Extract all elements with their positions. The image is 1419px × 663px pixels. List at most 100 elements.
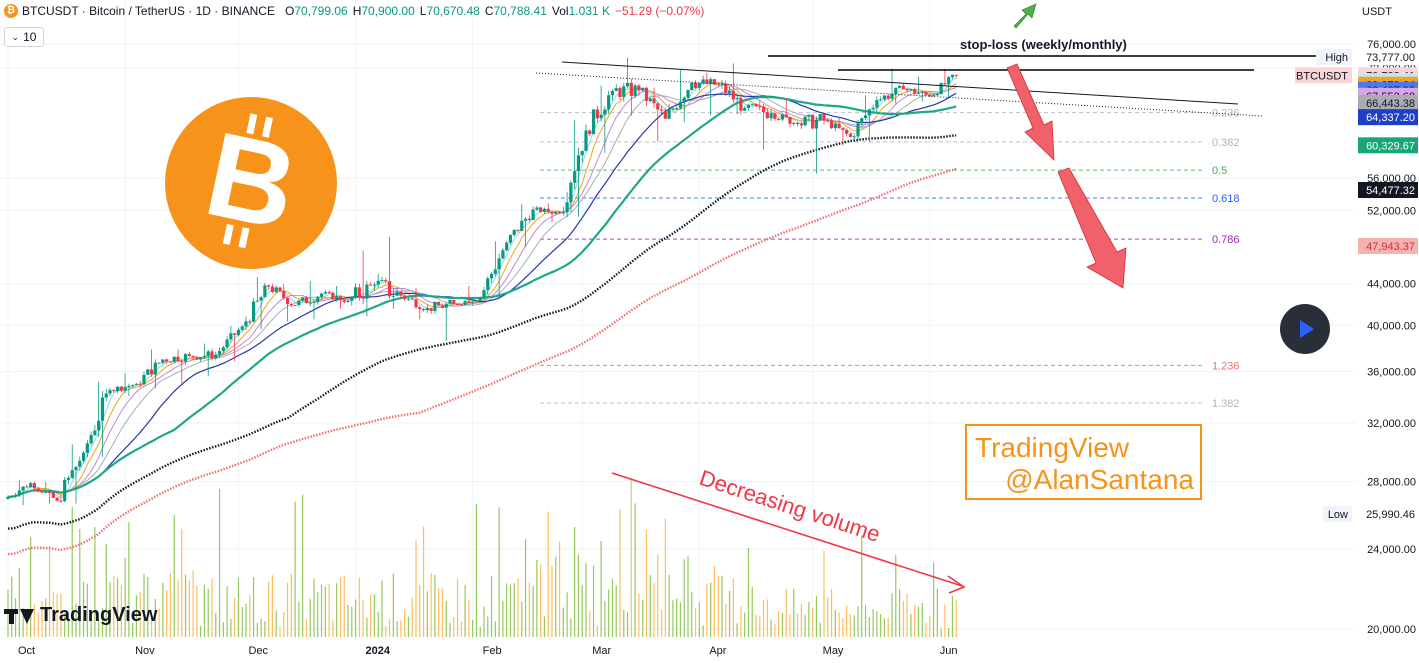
candle [648,97,652,103]
candle-body [943,83,947,85]
candle-body [758,106,762,108]
volume-bar [230,618,232,637]
volume-bar [67,620,70,637]
candle [444,302,448,342]
volume-bar [940,628,942,637]
candle-body [267,285,271,287]
candle [206,349,210,376]
time-axis[interactable]: Oct Nov Dec 2024 Feb Mar Apr May Jun [0,640,1419,663]
candle [788,116,792,128]
candle [225,336,229,350]
candle-body [867,109,871,116]
symbol-title[interactable]: BTCUSDT · Bitcoin / TetherUS · 1D · BINA… [22,4,275,18]
price-label: 66,443.38 [1358,95,1418,112]
volume-bar [411,597,413,637]
volume-bar [838,612,840,637]
candle [421,308,426,312]
time-tick-label: 2024 [366,645,391,657]
candle-body [648,98,652,102]
volume-bar [864,605,867,637]
candle-body [913,89,917,94]
price-label-bg [1358,137,1418,154]
candle-body [629,82,633,96]
candle-body [735,98,739,100]
currency-label[interactable]: USDT [1362,6,1392,18]
green-arrow-up-icon [1013,3,1037,29]
candle [497,253,501,300]
price-label-bg [1358,237,1418,254]
price-axis[interactable]: 76,000.0072,000.0056,000.0052,000.0044,0… [1295,0,1419,663]
candle [875,96,879,113]
candle-body [520,220,524,231]
volume-bar [154,598,156,637]
volume-bar [90,614,92,637]
candle-body [837,123,841,129]
play-button-icon[interactable] [1280,304,1330,354]
candle [399,290,403,300]
candle [270,283,275,294]
candle-body [176,356,180,362]
candle [13,492,18,498]
candle-body [501,250,505,259]
candle [471,301,475,306]
candle-body [939,83,943,95]
candle-body [607,95,611,110]
candle [187,352,191,357]
candle-body [894,87,898,95]
volume-bar [422,526,425,637]
candle [569,180,573,213]
candle-body [633,85,637,96]
volume-bar [842,618,844,637]
vol-label: Vol [551,4,569,18]
candle [21,486,25,506]
candle [414,288,418,309]
candle [924,90,928,97]
candle [93,424,97,437]
candle-body [693,82,698,88]
volume-bar [645,529,648,637]
candle [244,316,248,330]
candle-body [448,299,452,304]
volume-bar [872,609,874,637]
volume-bar [407,616,410,637]
time-tick-label: May [823,645,844,657]
moving-average-line [7,77,957,499]
candle [765,108,769,119]
candles[interactable] [6,57,958,506]
candle-body [920,92,924,94]
volume-bar [438,588,440,637]
price-tick-label: 40,000.00 [1367,320,1416,332]
candle [153,359,157,389]
candle-body [701,79,705,84]
candle [663,107,667,119]
candle-body [489,273,494,279]
candle [644,87,649,107]
volume-bar [18,568,20,637]
candle-body [573,171,577,183]
candle-body [818,114,822,120]
interval-selector[interactable]: ⌄ 10 [4,27,44,47]
candle-body [792,122,796,124]
candle-body [149,369,154,375]
candle [467,285,471,303]
candle-body [304,297,309,304]
volume-bar [936,588,938,637]
volume-bar [377,612,379,637]
price-label: 64,337.20 [1358,109,1418,126]
candle-body [40,490,44,493]
candle [100,391,105,457]
volume-bar [619,509,621,637]
candle-body [705,79,709,84]
candle [123,373,127,394]
candle [433,301,437,314]
candle-body [625,82,630,87]
candle [361,250,365,305]
candle [17,480,21,498]
candle-body [123,386,127,391]
candle-body [667,108,671,119]
candle-body [580,150,584,156]
author-line-1: TradingView [975,432,1130,463]
tradingview-logo-icon[interactable]: TradingView [4,604,157,627]
candle-body [244,321,248,327]
